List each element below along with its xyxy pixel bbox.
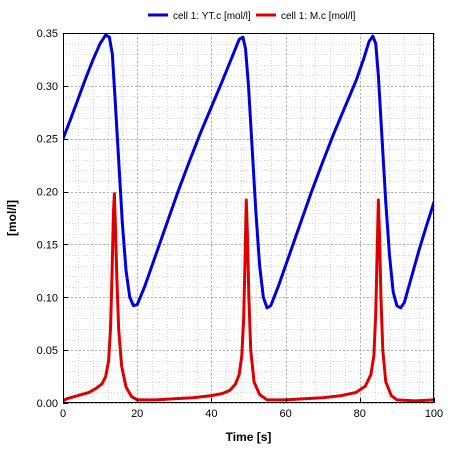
y-tick-label: 0.15 bbox=[37, 239, 58, 251]
y-tick-label: 0.00 bbox=[37, 398, 58, 410]
y-axis-ticks: 0.00 0.05 0.10 0.15 0.20 0.25 0.30 0.35 bbox=[37, 28, 68, 410]
y-tick-label: 0.10 bbox=[37, 292, 58, 304]
plot-frame bbox=[63, 33, 434, 403]
y-tick-label: 0.20 bbox=[37, 187, 58, 199]
y-tick-label: 0.30 bbox=[37, 81, 58, 93]
series-line-1 bbox=[63, 33, 434, 310]
y-tick-label: 0.25 bbox=[37, 134, 58, 146]
x-tick-label: 80 bbox=[354, 408, 366, 420]
y-tick-label: 0.05 bbox=[37, 345, 58, 357]
x-axis-title: Time [s] bbox=[226, 430, 272, 444]
series-line-2 bbox=[63, 192, 434, 403]
x-tick-label: 0 bbox=[60, 408, 66, 420]
y-tick-label: 0.35 bbox=[37, 28, 58, 40]
legend-label-2: cell 1: M.c [mol/l] bbox=[281, 11, 356, 22]
x-tick-label: 40 bbox=[205, 408, 217, 420]
legend: cell 1: YT.c [mol/l] cell 1: M.c [mol/l] bbox=[148, 11, 356, 22]
y-axis-title: [mol/l] bbox=[5, 200, 19, 236]
x-tick-label: 100 bbox=[425, 408, 443, 420]
series-layer bbox=[63, 33, 434, 403]
legend-label-1: cell 1: YT.c [mol/l] bbox=[173, 11, 251, 22]
x-tick-label: 60 bbox=[279, 408, 291, 420]
x-tick-label: 20 bbox=[131, 408, 143, 420]
x-axis-ticks: 0 20 40 60 80 100 bbox=[60, 398, 443, 420]
